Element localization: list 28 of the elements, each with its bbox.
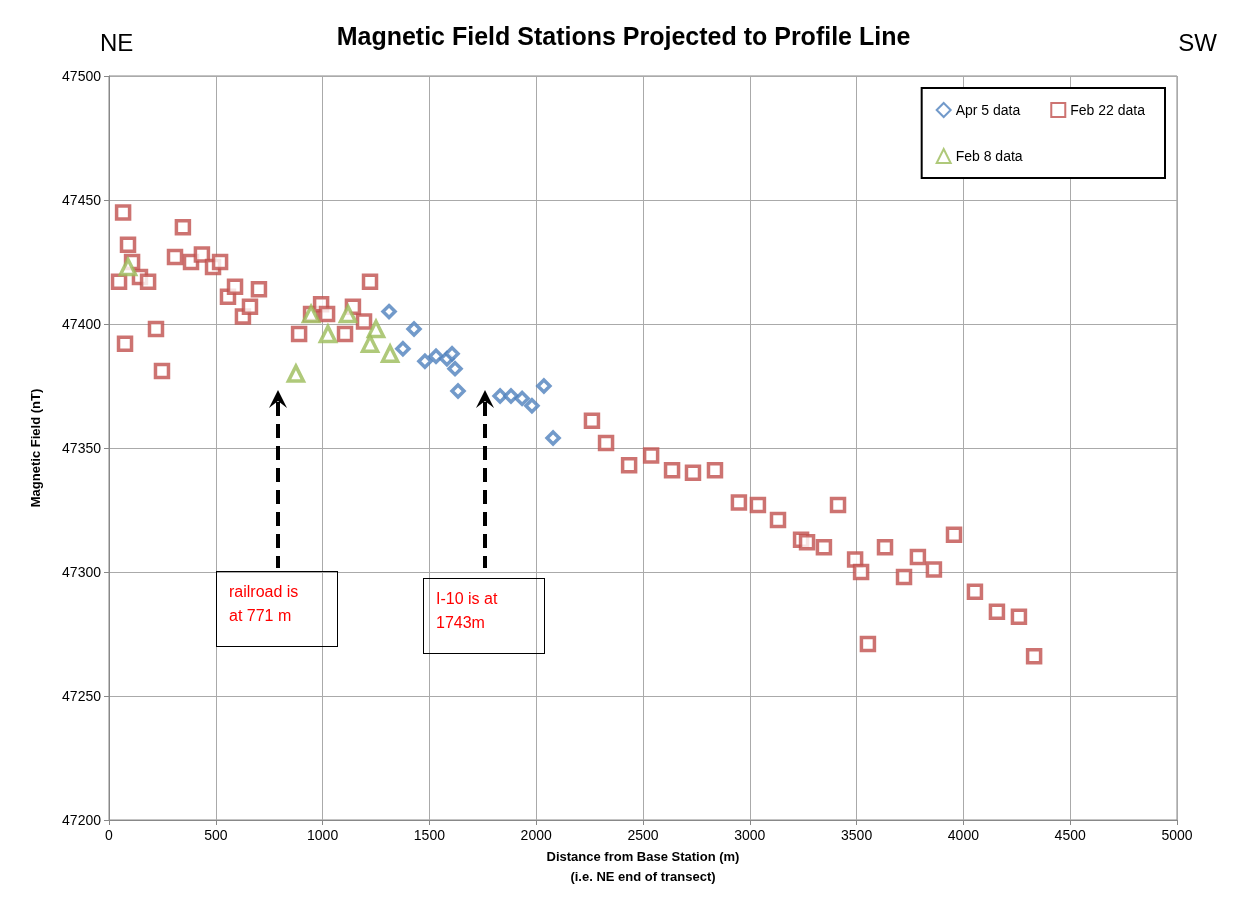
x-tick-label: 3000 — [734, 827, 766, 843]
text: SW — [1178, 28, 1218, 56]
x-tick-label: 5000 — [1161, 827, 1193, 843]
y-tick-label: 47500 — [62, 68, 102, 84]
x-tick-label: 4500 — [1054, 827, 1086, 843]
x-tick-label: 1500 — [413, 827, 446, 843]
text: NE — [100, 28, 134, 56]
x-tick-label: 0 — [105, 827, 114, 843]
x-tick-label: 2000 — [520, 827, 552, 843]
y-axis-title: Magnetic Field (nT) — [27, 388, 43, 508]
x-tick-label: 2500 — [627, 827, 659, 843]
y-tick-label: 47400 — [62, 316, 102, 332]
annotation: I-10 is at 1743m — [423, 578, 545, 654]
y-tick-label: 47350 — [62, 440, 102, 456]
y-tick-label: 47450 — [62, 192, 102, 208]
y-tick-label: 47250 — [62, 688, 102, 704]
x-tick-label: 500 — [204, 827, 228, 843]
x-tick-label: 3500 — [841, 827, 873, 843]
legend-label: Feb 8 data — [955, 148, 1023, 164]
x-tick-label: 4000 — [947, 827, 980, 843]
annotation: railroad is at 771 m — [216, 571, 338, 647]
x-tick-label: 1000 — [307, 827, 339, 843]
y-tick-label: 47300 — [62, 564, 102, 580]
y-tick-label: 47200 — [62, 812, 102, 828]
legend-label: Feb 22 data — [1070, 102, 1146, 118]
chart-title: Magnetic Field Stations Projected to Profile Line — [336, 21, 911, 50]
legend-label: Apr 5 data — [955, 102, 1021, 118]
x-axis-title: Distance from Base Station (m) (i.e. NE end of transect) — [546, 849, 740, 885]
